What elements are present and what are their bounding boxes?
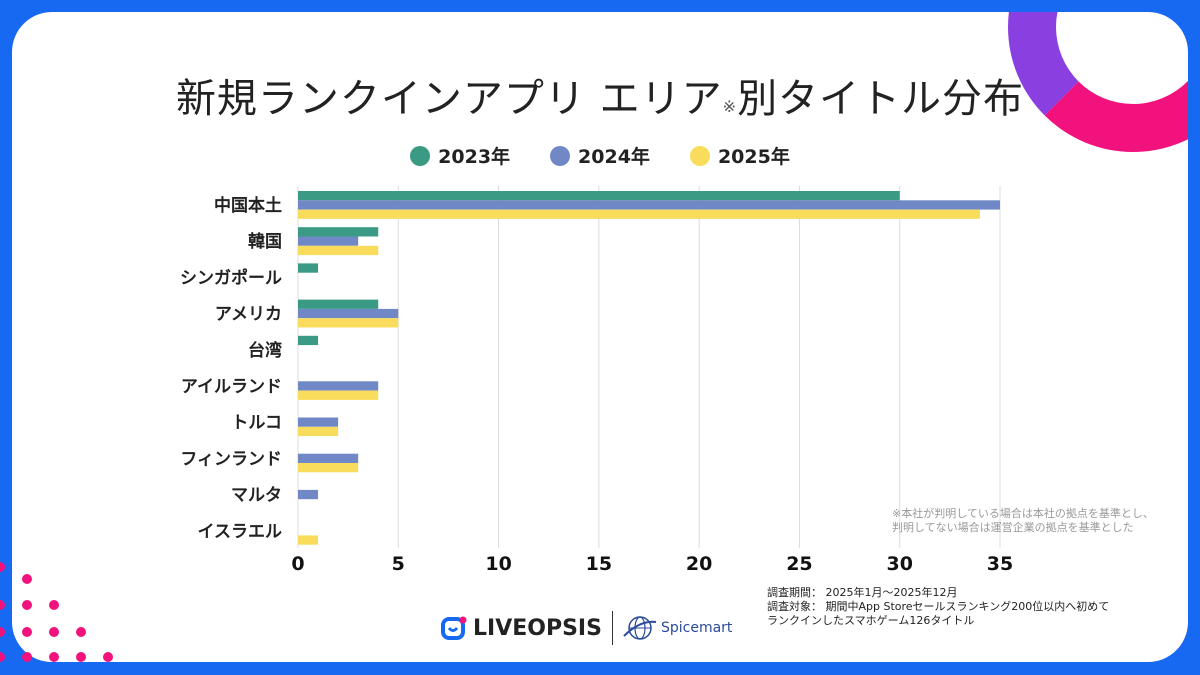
x-tick-label: 35	[987, 553, 1013, 575]
category-label: トルコ	[231, 413, 282, 433]
legend-swatch	[689, 145, 710, 166]
survey-target: 調査対象： 期間中App Storeセールスランキング200位以内へ初めて	[767, 600, 1110, 613]
title-main: 新規ランクインアプリ エリア	[175, 76, 723, 122]
survey-info: 調査期間： 2025年1月～2025年12月 調査対象： 期間中App Stor…	[767, 586, 1109, 628]
bar	[298, 308, 399, 319]
x-tick-label: 10	[485, 553, 511, 575]
legend-label: 2024年	[578, 146, 650, 168]
bar	[298, 299, 379, 309]
bar	[298, 200, 1000, 210]
bar	[298, 209, 980, 219]
liveopsis-logo: LIVEOPSIS	[441, 616, 602, 641]
bar	[298, 245, 379, 256]
legend-label: 2025年	[717, 146, 790, 168]
globe-icon	[623, 616, 657, 640]
legend-item: 2024年	[550, 142, 650, 169]
bar	[298, 263, 319, 273]
bar	[298, 489, 319, 500]
title-mark: ※	[722, 97, 738, 116]
slide-card	[12, 12, 1188, 662]
legend-swatch	[550, 145, 571, 166]
legend-label: 2023年	[438, 146, 511, 168]
footnote-line: ※本社が判明している場合は本社の拠点を基準とし、	[892, 507, 1154, 520]
x-tick-label: 30	[886, 553, 912, 575]
liveopsis-text: LIVEOPSIS	[473, 615, 602, 641]
category-label: アメリカ	[215, 305, 282, 325]
legend-item: 2025年	[689, 142, 790, 169]
bar	[298, 227, 379, 237]
bar	[298, 318, 399, 328]
bar	[298, 535, 319, 545]
liveopsis-icon	[441, 616, 467, 640]
x-tick-label: 0	[291, 553, 304, 575]
spicemart-text: Spicemart	[660, 620, 733, 636]
x-tick-label: 25	[786, 553, 812, 575]
spicemart-logo: Spicemart	[623, 614, 732, 642]
bar	[298, 335, 319, 346]
bar	[298, 426, 339, 437]
bar	[298, 191, 900, 201]
logos: LIVEOPSIS Spicemart	[441, 611, 732, 645]
category-label: シンガポール	[180, 267, 282, 288]
survey-period: 調査期間： 2025年1月～2025年12月	[767, 586, 958, 599]
bar	[298, 417, 339, 427]
category-label: イスラエル	[198, 522, 283, 542]
footnote: ※本社が判明している場合は本社の拠点を基準とし、 判明してない場合は運営企業の拠…	[892, 507, 1154, 535]
bar	[298, 453, 359, 463]
legend: 2023年 2024年 2025年	[0, 142, 1200, 169]
bar	[298, 390, 379, 400]
category-label: 台湾	[248, 340, 282, 361]
x-tick-label: 15	[586, 553, 612, 575]
footnote-line: 判明してない場合は運営企業の拠点を基準とした	[892, 521, 1134, 534]
logo-divider	[611, 611, 613, 645]
category-label: フィンランド	[180, 449, 282, 469]
category-label: 中国本土	[214, 195, 282, 216]
chart-title: 新規ランクインアプリ エリア※別タイトル分布	[0, 66, 1200, 124]
title-tail: 別タイトル分布	[737, 76, 1025, 122]
legend-swatch	[410, 145, 431, 166]
category-label: 韓国	[248, 231, 282, 252]
x-tick-label: 20	[686, 553, 712, 575]
bar	[298, 236, 359, 246]
bar	[298, 381, 379, 391]
category-label: アイルランド	[181, 377, 282, 397]
survey-target-cont: ランクインしたスマホゲーム126タイトル	[767, 614, 975, 627]
category-label: マルタ	[231, 486, 282, 506]
x-tick-label: 5	[392, 553, 405, 575]
decorative-dots	[0, 562, 113, 662]
bar	[298, 463, 359, 473]
legend-item: 2023年	[410, 142, 510, 169]
